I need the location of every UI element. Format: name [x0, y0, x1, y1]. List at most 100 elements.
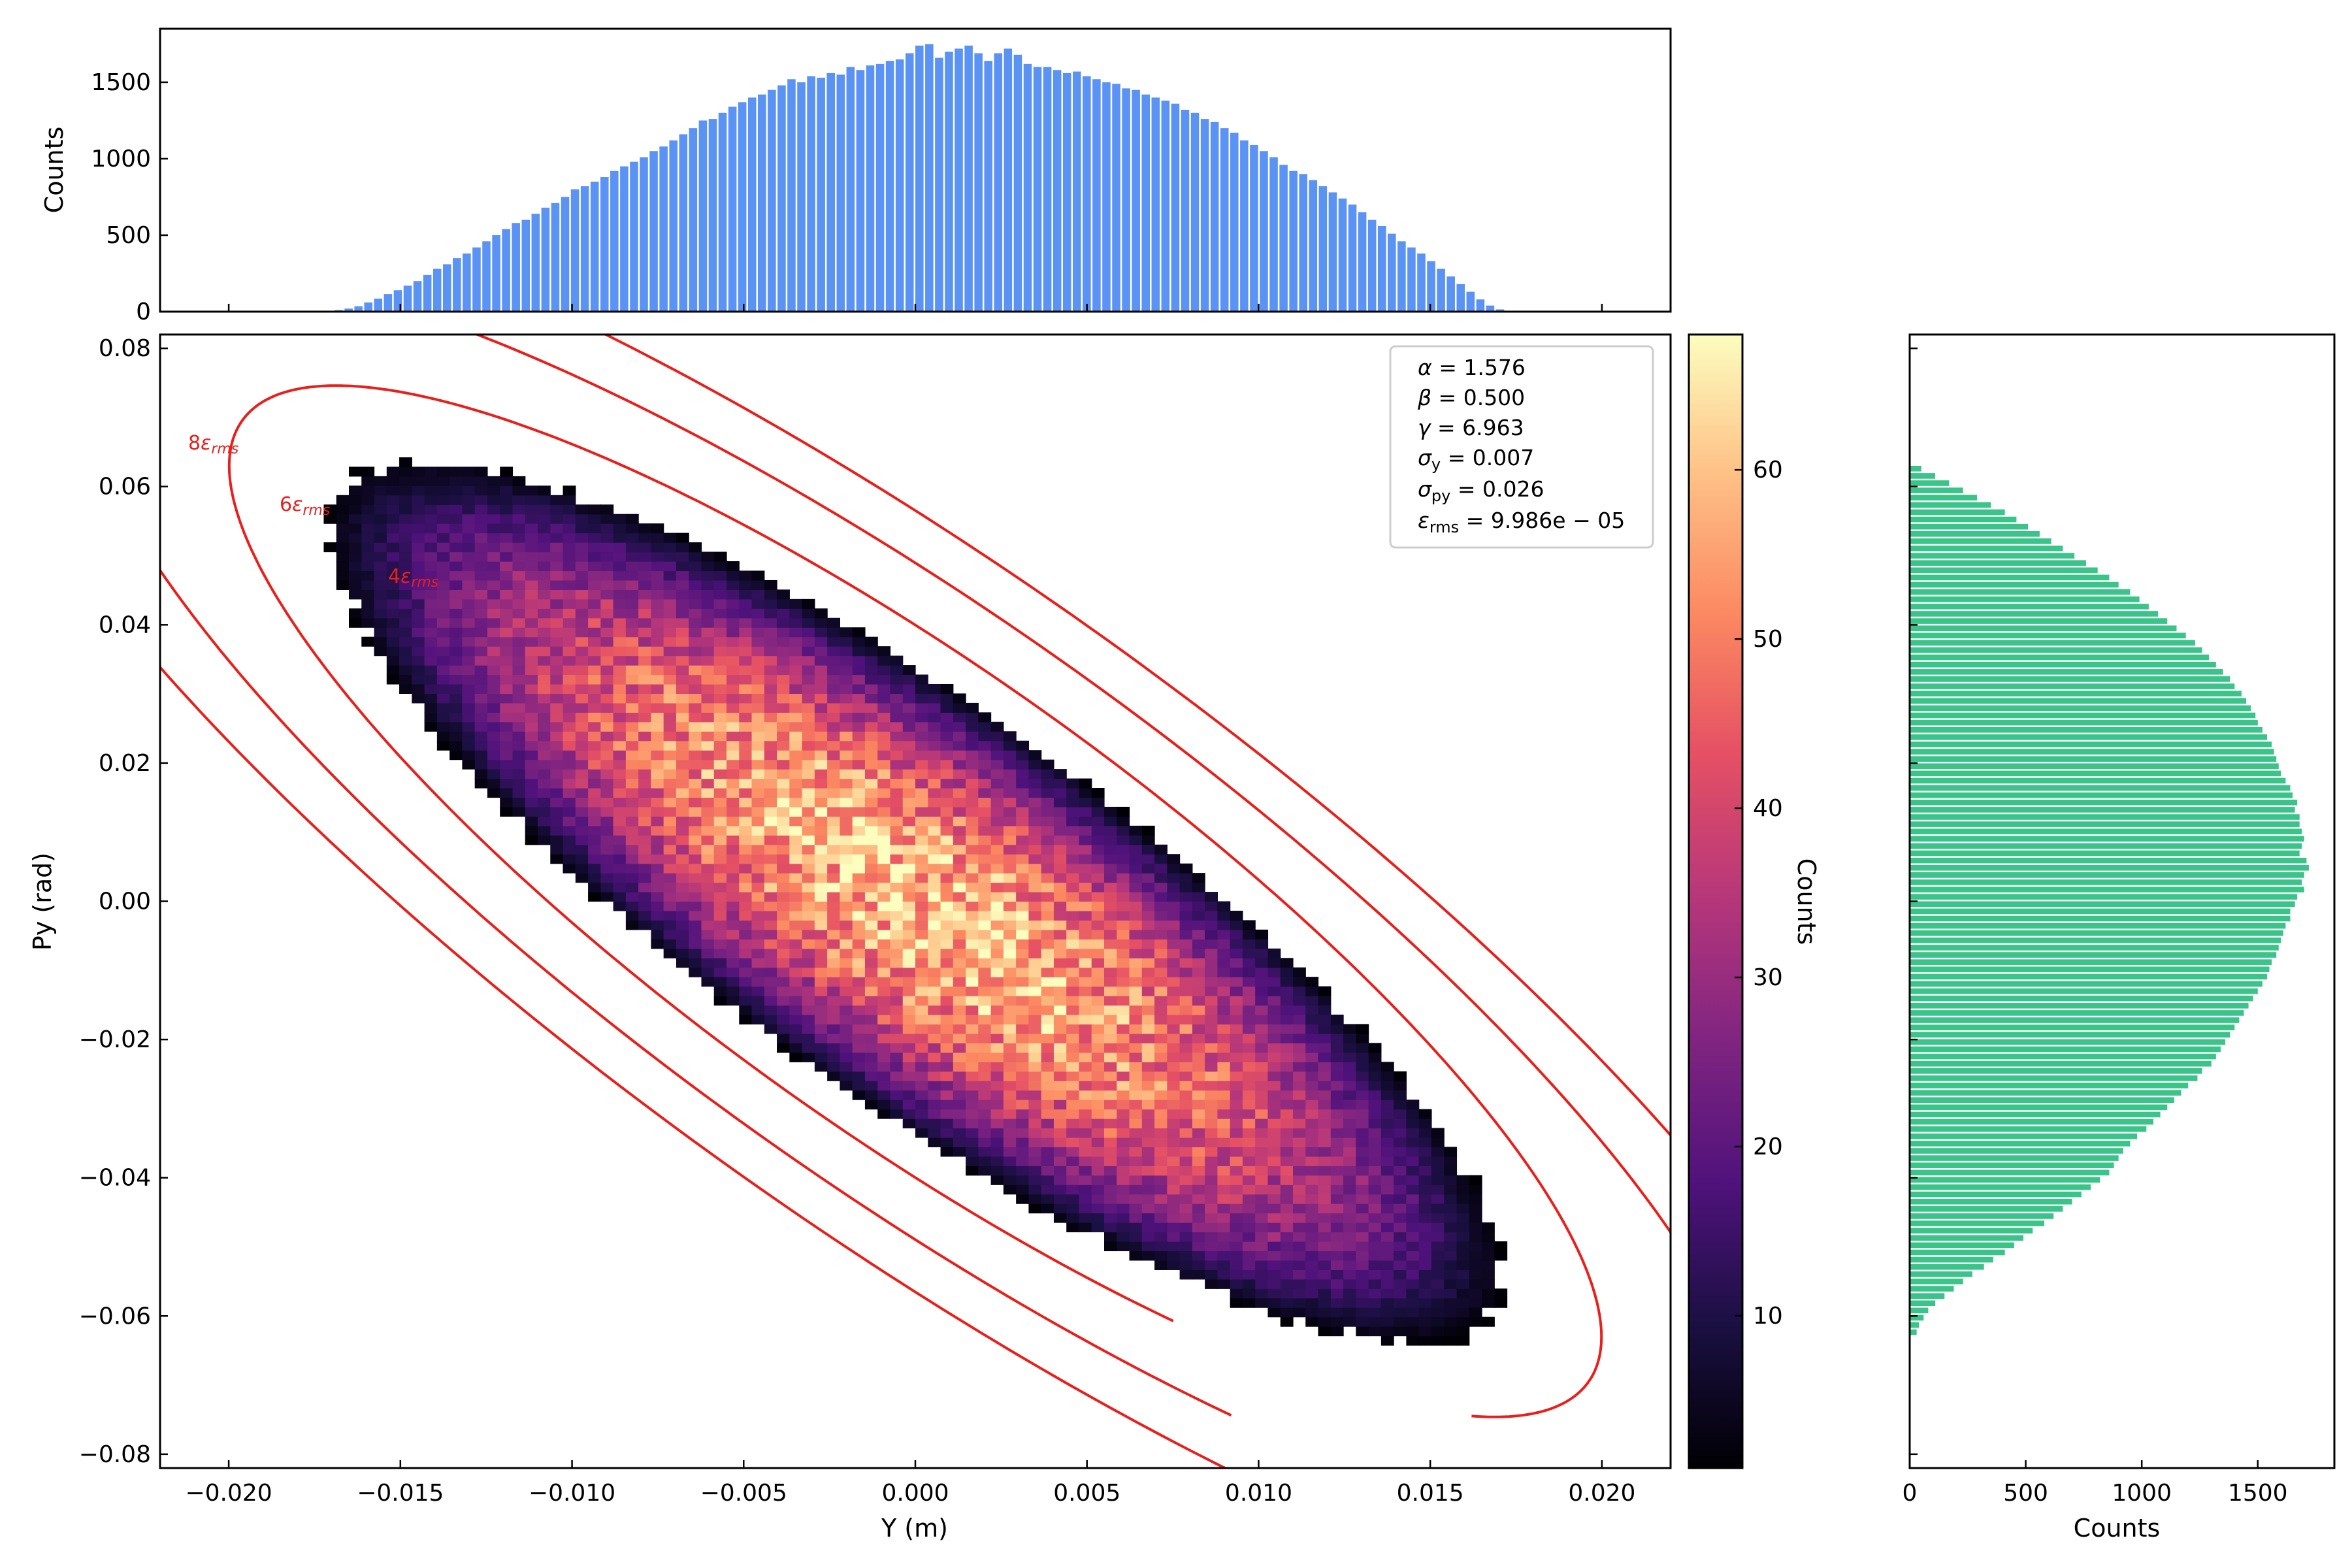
- heatmap-cell: [462, 712, 476, 723]
- heatmap-cell: [1091, 825, 1105, 836]
- heatmap-cell: [361, 523, 375, 534]
- heatmap-cell: [1066, 835, 1080, 845]
- heatmap-cell: [1192, 901, 1205, 911]
- heatmap-cell: [1280, 977, 1294, 987]
- heatmap-cell: [713, 561, 727, 572]
- heatmap-cell: [852, 1005, 866, 1015]
- top-bar: [384, 294, 393, 312]
- heatmap-cell: [1003, 1024, 1017, 1034]
- heatmap-cell: [374, 551, 387, 562]
- heatmap-cell: [902, 958, 916, 968]
- heatmap-cell: [928, 1033, 941, 1043]
- heatmap-cell: [990, 816, 1004, 826]
- heatmap-cell: [386, 514, 400, 524]
- heatmap-cell: [1242, 1156, 1256, 1166]
- heatmap-cell: [512, 721, 526, 732]
- heatmap-cell: [1280, 1015, 1294, 1025]
- heatmap-cell: [436, 504, 450, 515]
- heatmap-cell: [764, 580, 777, 590]
- heatmap-cell: [575, 504, 589, 515]
- heatmap-cell: [1418, 1241, 1432, 1252]
- right-bar: [1910, 676, 2230, 682]
- heatmap-cell: [1380, 1156, 1394, 1166]
- heatmap-cell: [1053, 769, 1067, 779]
- heatmap-cell: [966, 920, 979, 930]
- heatmap-cell: [902, 1119, 916, 1129]
- heatmap-cell: [386, 532, 400, 543]
- heatmap-cell: [1003, 844, 1017, 855]
- heatmap-cell: [600, 882, 614, 892]
- heatmap-cell: [424, 608, 438, 619]
- phase-space-panel: 8εrms 6εrms 4εrms α = 1.576 β = 0.500 γ …: [28, 333, 1672, 1543]
- heatmap-cell: [1104, 1005, 1117, 1015]
- heatmap-cell: [789, 835, 803, 845]
- heatmap-cell: [1028, 948, 1042, 958]
- heatmap-cell: [487, 542, 500, 553]
- heatmap-cell: [1293, 1052, 1306, 1062]
- heatmap-cell: [1129, 1024, 1143, 1034]
- heatmap-cell: [1394, 1307, 1407, 1318]
- heatmap-cell: [953, 816, 966, 826]
- heatmap-cell: [701, 769, 715, 779]
- heatmap-cell: [399, 532, 412, 543]
- heatmap-cell: [625, 674, 639, 685]
- heatmap-cell: [864, 835, 878, 845]
- heatmap-cell: [915, 778, 928, 789]
- heatmap-cell: [1129, 1052, 1143, 1062]
- heatmap-cell: [789, 873, 803, 883]
- heatmap-cell: [1469, 1250, 1482, 1261]
- heatmap-cell: [802, 958, 815, 968]
- heatmap-cell: [436, 665, 450, 676]
- heatmap-cell: [802, 598, 815, 609]
- heatmap-cell: [739, 939, 753, 949]
- heatmap-cell: [940, 844, 954, 855]
- heatmap-cell: [487, 655, 500, 666]
- heatmap-cell: [525, 816, 538, 826]
- heatmap-cell: [840, 655, 853, 666]
- heatmap-cell: [1104, 1137, 1117, 1148]
- heatmap-cell: [436, 740, 450, 751]
- heatmap-cell: [663, 589, 677, 600]
- heatmap-cell: [701, 778, 715, 789]
- heatmap-cell: [575, 769, 589, 779]
- colorbar-tick-label: 60: [1753, 457, 1783, 483]
- heatmap-cell: [336, 542, 350, 553]
- heatmap-cell: [689, 929, 702, 939]
- heatmap-cell: [840, 693, 853, 704]
- heatmap-cell: [613, 863, 627, 874]
- heatmap-cell: [764, 636, 777, 647]
- right-bar: [1910, 923, 2286, 929]
- heatmap-cell: [1117, 1071, 1130, 1081]
- heatmap-cell: [1406, 1194, 1420, 1204]
- heatmap-cell: [1394, 1081, 1407, 1091]
- heatmap-cell: [386, 636, 400, 647]
- heatmap-cell: [588, 721, 601, 732]
- heatmap-cell: [600, 702, 614, 713]
- heatmap-cell: [1117, 863, 1130, 874]
- heatmap-cell: [575, 683, 589, 694]
- heatmap-cell: [1167, 863, 1181, 874]
- heatmap-cell: [1003, 1147, 1017, 1157]
- heatmap-cell: [474, 580, 488, 590]
- heatmap-cell: [436, 580, 450, 590]
- heatmap-cell: [890, 712, 904, 723]
- heatmap-cell: [814, 1015, 828, 1025]
- heatmap-cell: [1343, 1213, 1356, 1223]
- heatmap-cell: [978, 1109, 992, 1119]
- heatmap-cell: [676, 806, 689, 817]
- heatmap-cell: [538, 806, 551, 817]
- heatmap-cell: [550, 532, 564, 543]
- heatmap-cell: [689, 769, 702, 779]
- heatmap-cell: [550, 646, 564, 657]
- heatmap-cell: [1444, 1203, 1458, 1214]
- heatmap-cell: [449, 551, 463, 562]
- heatmap-cell: [915, 844, 928, 855]
- heatmap-cell: [487, 608, 500, 619]
- heatmap-cell: [1104, 863, 1117, 874]
- heatmap-cell: [1230, 1015, 1243, 1025]
- heatmap-cell: [953, 769, 966, 779]
- heatmap-cell: [600, 532, 614, 543]
- heatmap-cell: [1066, 825, 1080, 836]
- heatmap-cell: [638, 825, 651, 836]
- heatmap-cell: [953, 854, 966, 864]
